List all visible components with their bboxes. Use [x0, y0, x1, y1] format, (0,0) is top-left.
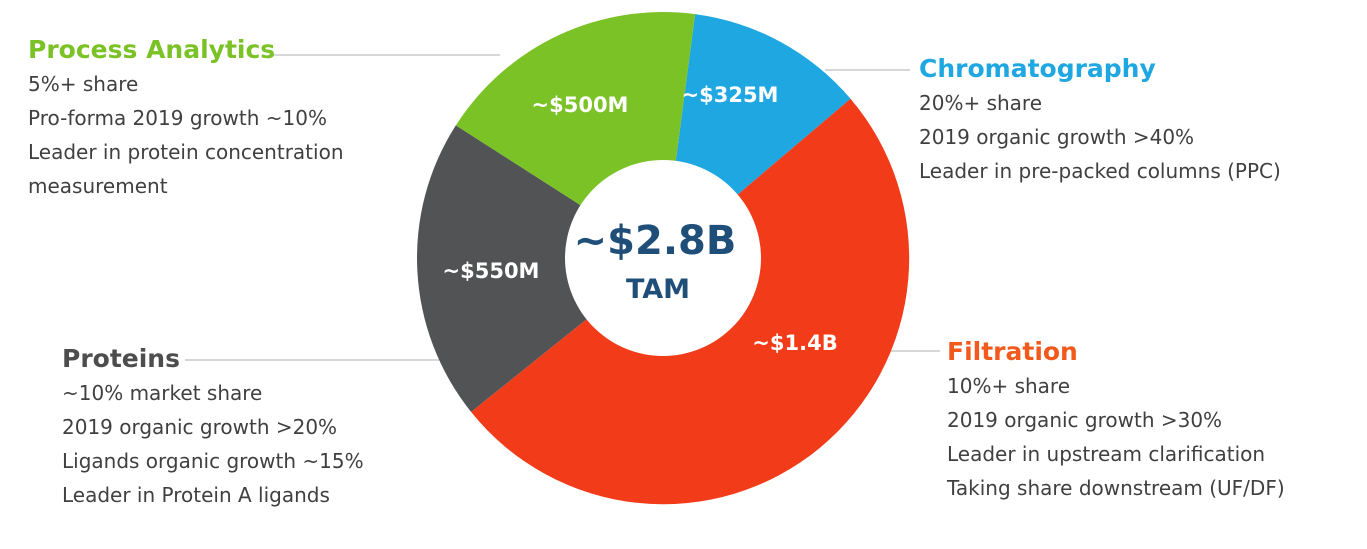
slice-value-label: ~$550M: [443, 259, 540, 283]
callout-title: Chromatography: [919, 54, 1156, 83]
callout-title: Proteins: [62, 344, 180, 373]
center-label: TAM: [626, 274, 690, 305]
segment-value-labels: ~$325M ~$1.4B ~$550M ~$500M: [443, 83, 838, 355]
callout-detail: 10%+ share: [947, 374, 1071, 398]
donut-hole: [565, 160, 761, 356]
callout-detail: 5%+ share: [28, 72, 139, 96]
slice-value-label: ~$1.4B: [752, 331, 837, 355]
callout-process-analytics: Process Analytics 5%+ share Pro-forma 20…: [28, 33, 344, 203]
callout-detail: Leader in protein concentration: [28, 140, 344, 164]
callout-detail: Leader in upstream clarification: [947, 442, 1266, 466]
callout-chromatography: Chromatography 20%+ share 2019 organic g…: [919, 52, 1281, 188]
callout-detail: 2019 organic growth >20%: [62, 415, 338, 439]
callout-filtration: Filtration 10%+ share 2019 organic growt…: [947, 335, 1285, 505]
callout-detail: Leader in Protein A ligands: [62, 483, 330, 507]
callout-detail: Taking share downstream (UF/DF): [947, 476, 1285, 500]
callout-detail: Ligands organic growth ~15%: [62, 449, 364, 473]
callout-detail: Pro-forma 2019 growth ~10%: [28, 106, 327, 130]
slice-value-label: ~$325M: [682, 83, 779, 107]
leader-lines: [185, 54, 940, 361]
callout-detail: Leader in pre-packed columns (PPC): [919, 159, 1281, 183]
slice-proteins: [417, 125, 663, 412]
callout-detail: measurement: [28, 174, 168, 198]
callout-detail: ~10% market share: [62, 381, 263, 405]
callout-detail: 20%+ share: [919, 91, 1043, 115]
callout-proteins: Proteins ~10% market share 2019 organic …: [62, 342, 364, 512]
center-total: ~$2.8B: [574, 218, 737, 264]
slice-value-label: ~$500M: [532, 93, 629, 117]
callout-detail: 2019 organic growth >30%: [947, 408, 1223, 432]
callout-title: Process Analytics: [28, 35, 276, 64]
callout-title: Filtration: [947, 337, 1078, 366]
callout-detail: 2019 organic growth >40%: [919, 125, 1195, 149]
